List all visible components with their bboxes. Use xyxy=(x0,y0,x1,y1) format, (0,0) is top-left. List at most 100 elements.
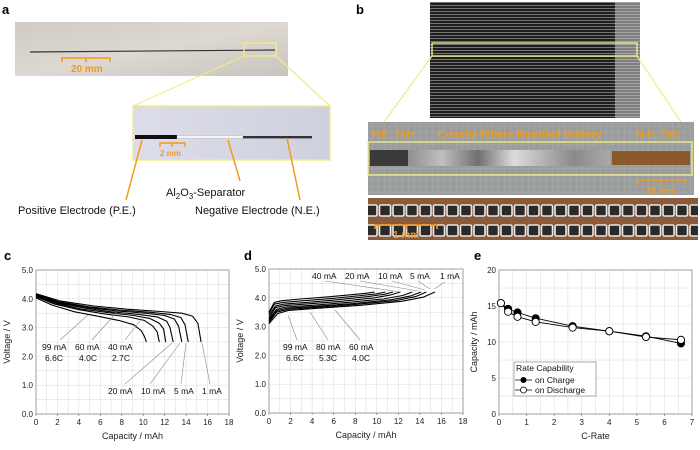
annotation: 20 mA xyxy=(108,386,133,396)
y-axis-title: Voltage / V xyxy=(2,320,12,364)
plot-frame xyxy=(268,268,464,414)
svg-text:2 mm: 2 mm xyxy=(160,149,181,158)
battery-strip xyxy=(370,150,610,166)
x-tick-label: 2 xyxy=(552,418,557,427)
scale-bar-2mm: 2 mm xyxy=(159,142,186,158)
series-line-6 xyxy=(35,297,147,343)
fiber xyxy=(29,49,276,53)
x-tick-label: 1 xyxy=(524,418,529,427)
x-tick-label: 10 xyxy=(139,418,148,427)
series-line-4 xyxy=(35,295,167,343)
x-tick-label: 2 xyxy=(55,418,60,427)
series-line-0 xyxy=(35,293,202,343)
x-tick-label: 12 xyxy=(394,417,403,426)
svg-text:20 mm: 20 mm xyxy=(71,64,103,75)
series-line-6 xyxy=(268,291,386,314)
negative-electrode-label: Negative Electrode (N.E.) xyxy=(195,205,320,217)
panel-label-a: a xyxy=(2,2,10,17)
x-tick-label: 4 xyxy=(607,418,612,427)
battery-label: Coaxial-Fibers Bundled Battery xyxy=(438,129,603,141)
y-tick-label: 15 xyxy=(487,302,496,311)
pointer-line xyxy=(125,139,143,201)
positive-electrode xyxy=(135,135,177,139)
y-tick-label: 1.0 xyxy=(22,381,34,390)
panel-d: d 0 2 4 6 8 10 12 14 16 18 0.0 1.0 2.0 3.0 4.0 5.0 Capac… xyxy=(235,248,468,440)
y-tick-label: 3.0 xyxy=(255,323,267,332)
series-line-7 xyxy=(268,291,375,313)
x-tick-label: 4 xyxy=(77,418,82,427)
x-tick-label: 14 xyxy=(182,418,191,427)
y-tick-label: 1.0 xyxy=(255,380,267,389)
chart-c-discharge: 0 2 4 6 8 10 12 14 16 18 0.0 1.0 2.0 3.0 4.0 5.0 Capacit… xyxy=(2,266,234,441)
pe-tab-label: P.E. Tab xyxy=(372,129,413,141)
annotation: 80 mA xyxy=(316,342,341,352)
y-tick-label: 0.0 xyxy=(22,410,34,419)
panel-e: e 0 1 2 3 4 5 6 7 0 5 10 15 20 C-Rate Capacity / mAh R… xyxy=(469,248,695,441)
x-tick-label: 18 xyxy=(225,418,234,427)
y-tick-label: 10 xyxy=(487,338,496,347)
panel-label-e: e xyxy=(474,248,481,263)
zoom-line xyxy=(383,55,433,123)
panel-label-c: c xyxy=(4,248,11,263)
data-point xyxy=(568,323,577,332)
x-tick-label: 10 xyxy=(372,417,381,426)
leader-lines xyxy=(287,280,446,341)
separator-label: Al2O3-Separator xyxy=(166,187,246,201)
x-tick-label: 16 xyxy=(203,418,212,427)
zoom-box xyxy=(243,42,277,57)
data-point xyxy=(504,307,513,316)
annotation: 99 mA xyxy=(283,342,308,352)
x-tick-label: 14 xyxy=(415,417,424,426)
annotation: 6.6C xyxy=(45,353,63,363)
y-tick-label: 20 xyxy=(487,266,496,275)
legend-entry: on Discharge xyxy=(535,385,585,395)
x-tick-label: 6 xyxy=(662,418,667,427)
annotation: 4.0C xyxy=(79,353,97,363)
ne-tab-label: N.E. Tab xyxy=(636,129,679,141)
y-tick-label: 2.0 xyxy=(255,351,267,360)
annotation: 2.7C xyxy=(112,353,130,363)
data-point xyxy=(605,327,614,336)
open-circle-icon xyxy=(520,386,527,394)
annotation: 5.3C xyxy=(319,353,337,363)
separator xyxy=(176,135,244,139)
annotation: 5 mA xyxy=(410,271,430,281)
fiber-photo xyxy=(15,22,288,76)
pointer-line xyxy=(286,137,301,201)
series-line-5 xyxy=(35,296,160,343)
data-point xyxy=(496,299,505,308)
legend-title: Rate Capability xyxy=(516,363,574,373)
panel-c: c 0 2 4 6 8 10 12 14 16 18 0.0 1.0 2.0 3.0 4.0 5.0 Capac… xyxy=(2,248,234,441)
zoom-box xyxy=(431,42,638,57)
series-line-5 xyxy=(268,291,394,317)
y-tick-label: 5.0 xyxy=(22,266,34,275)
annotation: 4.0C xyxy=(352,353,370,363)
negative-electrode xyxy=(243,136,312,139)
y-tick-label: 0.0 xyxy=(255,409,267,418)
leader-lines xyxy=(59,311,211,385)
data-point xyxy=(676,335,686,344)
cross-section-photo xyxy=(368,198,698,240)
series-line-0 xyxy=(268,291,436,325)
annotation: 40 mA xyxy=(312,271,337,281)
legend-entry: on Charge xyxy=(535,375,575,385)
annotation: 5 mA xyxy=(174,386,194,396)
annotation: 60 mA xyxy=(349,342,374,352)
scale-bar-20mm: 20 mm xyxy=(637,179,686,197)
positive-electrode-label: Positive Electrode (P.E.) xyxy=(18,205,136,217)
highlight-box xyxy=(367,141,693,176)
annotation: 60 mA xyxy=(75,342,100,352)
y-tick-label: 5 xyxy=(492,374,497,383)
x-tick-label: 2 xyxy=(288,417,293,426)
x-tick-label: 16 xyxy=(437,417,446,426)
x-tick-label: 18 xyxy=(459,417,468,426)
series-line-3 xyxy=(268,291,413,320)
series-line-2 xyxy=(268,291,422,322)
chart-e-rate-capability: 0 1 2 3 4 5 6 7 0 5 10 15 20 C-Rate Capacity / mAh xyxy=(469,266,695,441)
panel-b: b P.E. Tab Coaxial-Fibers Bundled Batter… xyxy=(356,2,698,241)
x-tick-label: 8 xyxy=(120,418,125,427)
x-tick-label: 0 xyxy=(34,418,39,427)
zoom-line xyxy=(132,55,245,107)
annotation: 40 mA xyxy=(108,342,133,352)
series-line-2 xyxy=(35,294,183,343)
